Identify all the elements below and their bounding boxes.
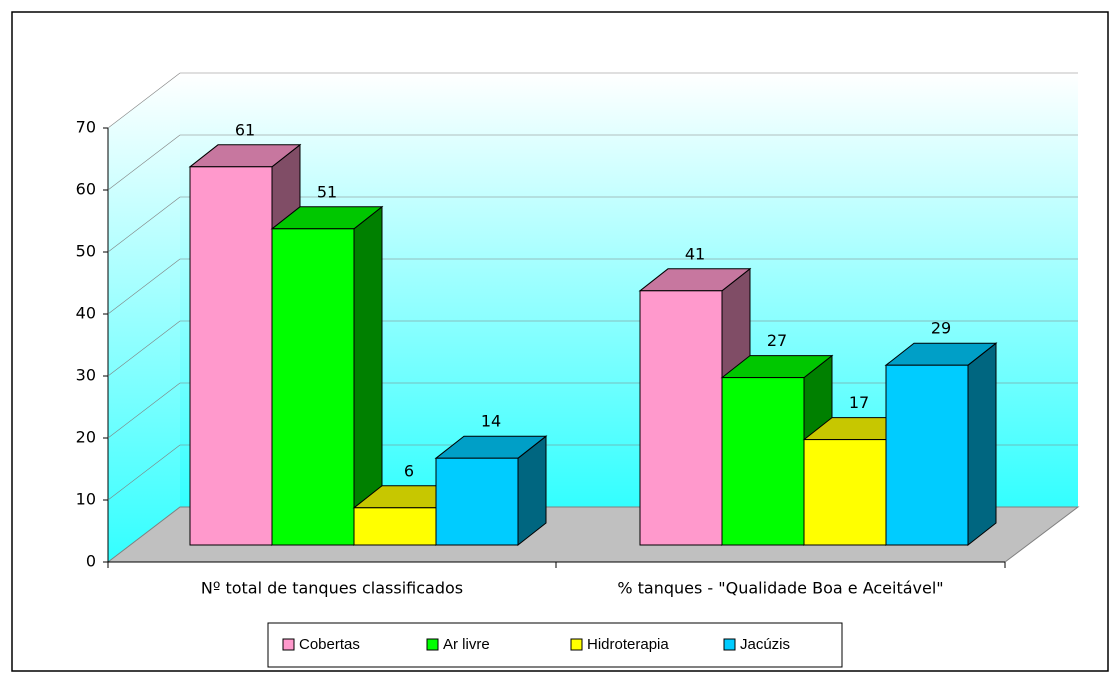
legend-swatch: [723, 638, 736, 651]
y-tick-label: 70: [76, 118, 96, 137]
bar: [435, 457, 519, 546]
legend-swatch: [426, 638, 439, 651]
data-label: 6: [404, 461, 414, 480]
data-label: 27: [767, 331, 787, 350]
legend-label: Ar livre: [443, 636, 490, 653]
bar: [639, 290, 723, 546]
y-tick-label: 0: [86, 552, 96, 571]
grid-line: [107, 382, 181, 439]
bar: [721, 377, 805, 546]
grid-line: [107, 320, 181, 377]
y-tick-label: 30: [76, 366, 96, 385]
data-label: 29: [931, 319, 951, 338]
legend-swatch: [570, 638, 583, 651]
grid-line: [107, 258, 181, 315]
grid-line: [107, 196, 181, 253]
legend-label: Hidroterapia: [587, 636, 669, 653]
bar: [803, 439, 887, 546]
data-label: 14: [481, 412, 501, 431]
grid-line: [107, 134, 181, 191]
bar-side: [967, 342, 997, 547]
y-tick-label: 20: [76, 428, 96, 447]
bar: [189, 166, 273, 546]
y-tick-label: 10: [76, 490, 96, 509]
bar: [353, 507, 437, 546]
y-tick-label: 40: [76, 304, 96, 323]
side-wall: [108, 73, 180, 562]
grid-line: [107, 72, 181, 129]
data-label: 41: [685, 244, 705, 263]
bar: [885, 364, 969, 546]
data-label: 61: [235, 120, 255, 139]
legend: [267, 622, 843, 668]
y-tick-label: 60: [76, 180, 96, 199]
data-label: 17: [849, 393, 869, 412]
grid-line: [107, 444, 181, 501]
bar: [271, 228, 355, 546]
x-tick-label: % tanques - "Qualidade Boa e Aceitável": [617, 579, 943, 598]
legend-label: Cobertas: [299, 636, 360, 653]
y-tick-label: 50: [76, 242, 96, 261]
legend-label: Jacúzis: [740, 636, 790, 653]
x-tick-label: Nº total de tanques classificados: [201, 579, 463, 598]
data-label: 51: [317, 182, 337, 201]
legend-swatch: [282, 638, 295, 651]
